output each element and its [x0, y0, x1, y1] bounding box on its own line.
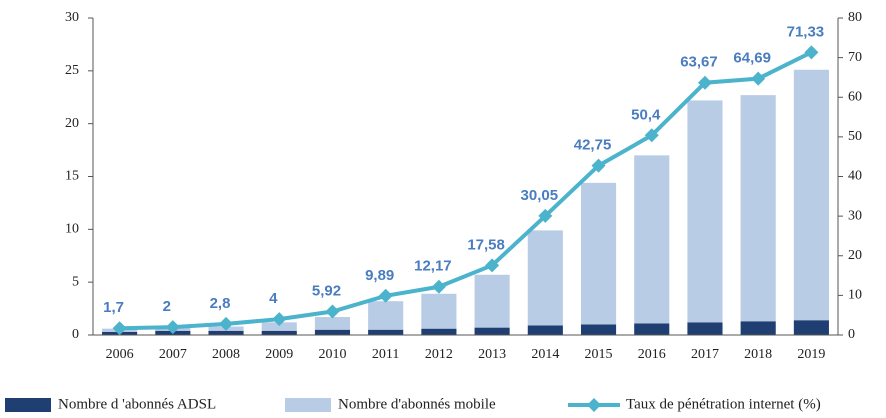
bar — [261, 322, 297, 331]
legend-swatch — [587, 398, 601, 412]
bar — [740, 95, 776, 322]
bar — [474, 274, 510, 328]
x-tick-label: 2007 — [159, 347, 187, 362]
y2-tick-label: 70 — [848, 50, 862, 65]
y2-tick-label: 40 — [848, 169, 862, 184]
bar — [687, 322, 723, 335]
value-label: 42,75 — [574, 137, 612, 154]
x-tick-label: 2011 — [372, 347, 399, 362]
value-label: 9,89 — [365, 267, 394, 284]
value-label: 71,33 — [787, 23, 825, 40]
value-label: 12,17 — [414, 258, 452, 275]
value-label: 1,7 — [103, 299, 124, 316]
marker — [378, 288, 393, 303]
marker — [538, 208, 553, 223]
bar — [208, 330, 244, 335]
legend-swatch — [285, 398, 331, 412]
y-tick-label: 15 — [65, 169, 79, 184]
bar — [527, 325, 563, 335]
legend-label: Nombre d'abonnés mobile — [338, 396, 496, 412]
x-tick-label: 2006 — [106, 347, 134, 362]
bar — [314, 329, 351, 335]
marker — [325, 304, 340, 319]
y-tick-label: 20 — [65, 116, 79, 131]
y-tick-label: 5 — [72, 274, 79, 289]
bar — [474, 327, 510, 335]
bar — [368, 301, 404, 330]
x-tick-label: 2008 — [212, 347, 240, 362]
x-tick-label: 2010 — [318, 347, 346, 362]
y2-tick-label: 10 — [848, 288, 862, 303]
bar — [634, 323, 670, 335]
y2-tick-label: 20 — [848, 248, 862, 263]
y2-tick-label: 80 — [848, 10, 862, 25]
x-tick-label: 2018 — [744, 347, 772, 362]
value-label: 64,69 — [733, 50, 771, 67]
value-label: 30,05 — [521, 187, 559, 204]
value-label: 17,58 — [467, 236, 505, 253]
marker — [697, 75, 712, 90]
bar — [421, 328, 457, 335]
bar — [793, 69, 829, 321]
y2-tick-label: 0 — [848, 327, 855, 342]
value-label: 2,8 — [210, 295, 231, 312]
value-label: 63,67 — [680, 54, 718, 71]
value-label: 2 — [163, 298, 171, 315]
bar — [740, 321, 776, 335]
marker — [165, 320, 180, 335]
line — [119, 50, 813, 331]
y-tick-label: 10 — [65, 222, 79, 237]
bar — [687, 100, 723, 323]
marker — [591, 158, 606, 173]
bar — [793, 320, 829, 335]
value-label: 5,92 — [312, 283, 341, 300]
bar — [527, 230, 563, 326]
bar — [580, 182, 617, 325]
bar — [314, 317, 351, 330]
y2-tick-label: 30 — [848, 208, 862, 223]
value-label: 4 — [269, 290, 278, 307]
y-tick-label: 0 — [72, 327, 79, 342]
y2-tick-label: 60 — [848, 89, 862, 104]
y-tick-label: 25 — [65, 63, 79, 78]
y-tick-label: 30 — [65, 10, 79, 25]
bar — [634, 155, 670, 324]
x-tick-label: 2013 — [478, 347, 506, 362]
bar — [421, 293, 457, 329]
x-tick-label: 2019 — [797, 347, 825, 362]
marker — [272, 312, 287, 327]
x-tick-label: 2016 — [638, 347, 666, 362]
x-tick-label: 2012 — [425, 347, 453, 362]
x-tick-label: 2017 — [691, 347, 719, 362]
marker — [112, 321, 127, 336]
bar — [261, 330, 297, 335]
legend-swatch — [5, 398, 51, 412]
x-tick-label: 2015 — [585, 347, 613, 362]
marker — [431, 279, 446, 294]
value-label: 50,4 — [631, 106, 661, 123]
y2-tick-label: 50 — [848, 129, 862, 144]
marker — [751, 71, 766, 86]
bar — [580, 324, 617, 335]
x-tick-label: 2009 — [265, 347, 293, 362]
marker — [804, 45, 819, 60]
marker — [485, 258, 500, 273]
marker — [219, 316, 234, 331]
legend-label: Taux de pénétration internet (%) — [626, 396, 821, 412]
x-tick-label: 2014 — [531, 347, 559, 362]
bar — [368, 329, 404, 335]
legend-label: Nombre d 'abonnés ADSL — [58, 396, 216, 412]
marker — [644, 128, 659, 143]
